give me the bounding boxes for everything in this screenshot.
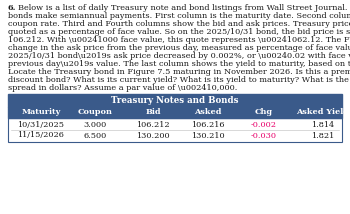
Text: 3.000: 3.000: [83, 120, 107, 128]
Text: 6.: 6.: [8, 4, 16, 12]
Bar: [8, 118, 342, 142]
Text: previous day\u2019s value. The last column shows the yield to maturity, based on: previous day\u2019s value. The last colu…: [8, 60, 350, 68]
Text: Maturity: Maturity: [21, 108, 61, 116]
Text: 130.210: 130.210: [191, 131, 225, 140]
Text: 11/15/2026: 11/15/2026: [18, 131, 64, 140]
Text: Coupon: Coupon: [78, 108, 112, 116]
Text: 10/31/2025: 10/31/2025: [18, 120, 64, 128]
Text: -0.030: -0.030: [251, 131, 277, 140]
Text: Asked: Asked: [194, 108, 222, 116]
Text: 130.200: 130.200: [136, 131, 170, 140]
Text: 2025/10/31 bond\u2019s ask price decreased by 0.002%, or \u00240.02 with face va: 2025/10/31 bond\u2019s ask price decreas…: [8, 52, 350, 60]
Text: Asked Yield: Asked Yield: [296, 108, 349, 116]
Text: 106.212: 106.212: [136, 120, 170, 128]
Text: discount bond? What is its current yield? What is its yield to maturity? What is: discount bond? What is its current yield…: [8, 76, 350, 84]
Text: spread in dollars? Assume a par value of \u002410,000.: spread in dollars? Assume a par value of…: [8, 84, 237, 92]
Text: Locate the Treasury bond in Figure 7.5 maturing in November 2026. Is this a prem: Locate the Treasury bond in Figure 7.5 m…: [8, 68, 350, 76]
Text: 106.212. With \u00241000 face value, this quote represents \u00241062.12. The Fi: 106.212. With \u00241000 face value, thi…: [8, 36, 350, 44]
Bar: [8, 94, 342, 107]
Text: bonds make semiannual payments. First column is the maturity date. Second column: bonds make semiannual payments. First co…: [8, 12, 350, 20]
Text: -0.002: -0.002: [251, 120, 277, 128]
Text: coupon rate. Third and Fourth columns show the bid and ask prices. Treasury pric: coupon rate. Third and Fourth columns sh…: [8, 20, 350, 28]
Text: quoted as a percentage of face value. So on the 2025/10/31 bond, the bid price i: quoted as a percentage of face value. So…: [8, 28, 350, 36]
Text: change in the ask price from the previous day, measured as percentage of face va: change in the ask price from the previou…: [8, 44, 350, 52]
Text: 1.814: 1.814: [312, 120, 335, 128]
Text: 1.821: 1.821: [312, 131, 335, 140]
Text: 6.500: 6.500: [83, 131, 107, 140]
Text: Below is a list of daily Treasury note and bond listings from Wall Street Journa: Below is a list of daily Treasury note a…: [18, 4, 350, 12]
Text: Chg: Chg: [255, 108, 273, 116]
Text: Treasury Notes and Bonds: Treasury Notes and Bonds: [111, 96, 239, 105]
Bar: [8, 107, 342, 118]
Text: Bid: Bid: [145, 108, 161, 116]
Text: 106.216: 106.216: [191, 120, 225, 128]
